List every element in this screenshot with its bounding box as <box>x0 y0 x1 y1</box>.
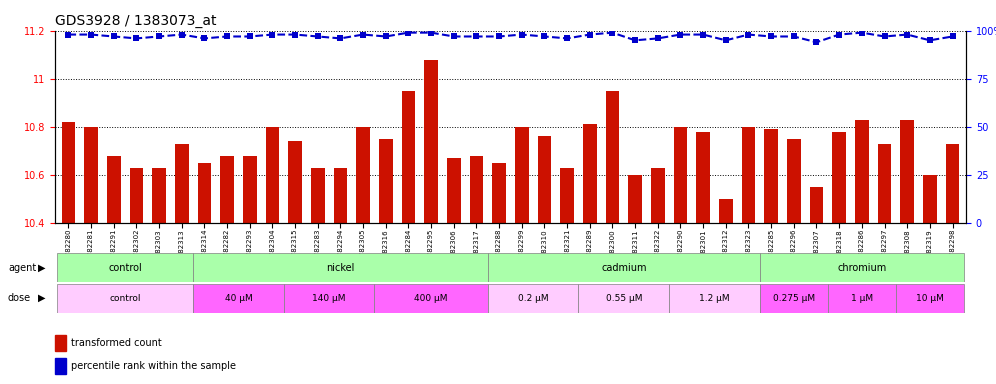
Bar <box>374 284 488 313</box>
Bar <box>193 253 488 282</box>
Bar <box>583 124 597 223</box>
Bar <box>488 284 579 313</box>
Bar <box>877 144 891 223</box>
Bar <box>855 119 869 223</box>
Bar <box>760 284 828 313</box>
Bar <box>193 284 284 313</box>
Bar <box>515 127 529 223</box>
Text: agent: agent <box>8 263 36 273</box>
Bar <box>742 127 755 223</box>
Bar <box>895 284 964 313</box>
Bar <box>57 253 193 282</box>
Text: chromium: chromium <box>838 263 886 273</box>
Bar <box>764 129 778 223</box>
Bar <box>787 139 801 223</box>
Text: nickel: nickel <box>327 263 355 273</box>
Text: 140 μM: 140 μM <box>313 294 346 303</box>
Bar <box>85 127 98 223</box>
Bar <box>606 91 620 223</box>
Bar <box>152 167 166 223</box>
Bar <box>378 139 392 223</box>
Bar <box>696 131 710 223</box>
Bar <box>579 284 669 313</box>
Text: control: control <box>109 263 142 273</box>
Bar <box>538 136 551 223</box>
Bar <box>243 156 257 223</box>
Bar <box>492 163 506 223</box>
Bar <box>561 167 574 223</box>
Text: percentile rank within the sample: percentile rank within the sample <box>71 361 236 371</box>
Text: 1.2 μM: 1.2 μM <box>699 294 730 303</box>
Bar <box>62 122 75 223</box>
Bar <box>197 163 211 223</box>
Text: 1 μM: 1 μM <box>851 294 872 303</box>
Bar <box>651 167 664 223</box>
Bar <box>628 175 642 223</box>
Bar <box>55 358 66 374</box>
Bar <box>357 127 370 223</box>
Bar <box>470 156 483 223</box>
Text: 0.275 μM: 0.275 μM <box>773 294 815 303</box>
Text: GDS3928 / 1383073_at: GDS3928 / 1383073_at <box>55 14 216 28</box>
Bar <box>334 167 348 223</box>
Bar <box>669 284 760 313</box>
Bar <box>946 144 959 223</box>
Text: cadmium: cadmium <box>601 263 646 273</box>
Bar <box>129 167 143 223</box>
Bar <box>810 187 824 223</box>
Text: ▶: ▶ <box>38 263 46 273</box>
Text: ▶: ▶ <box>38 293 46 303</box>
Bar <box>311 167 325 223</box>
Bar <box>288 141 302 223</box>
Bar <box>828 284 895 313</box>
Bar <box>719 199 733 223</box>
Text: 0.2 μM: 0.2 μM <box>518 294 549 303</box>
Bar <box>424 60 438 223</box>
Text: 40 μM: 40 μM <box>224 294 252 303</box>
Bar <box>833 131 846 223</box>
Text: dose: dose <box>8 293 31 303</box>
Text: 400 μM: 400 μM <box>414 294 448 303</box>
Bar <box>266 127 279 223</box>
Text: 0.55 μM: 0.55 μM <box>606 294 642 303</box>
Bar <box>923 175 936 223</box>
Bar <box>107 156 121 223</box>
Bar <box>284 284 374 313</box>
Bar <box>55 335 66 351</box>
Bar <box>447 158 460 223</box>
Bar <box>900 119 914 223</box>
Text: 10 μM: 10 μM <box>916 294 944 303</box>
Bar <box>57 284 193 313</box>
Bar <box>175 144 188 223</box>
Text: transformed count: transformed count <box>71 338 162 348</box>
Bar <box>401 91 415 223</box>
Bar <box>673 127 687 223</box>
Text: control: control <box>110 294 140 303</box>
Bar <box>488 253 760 282</box>
Bar <box>220 156 234 223</box>
Bar <box>760 253 964 282</box>
